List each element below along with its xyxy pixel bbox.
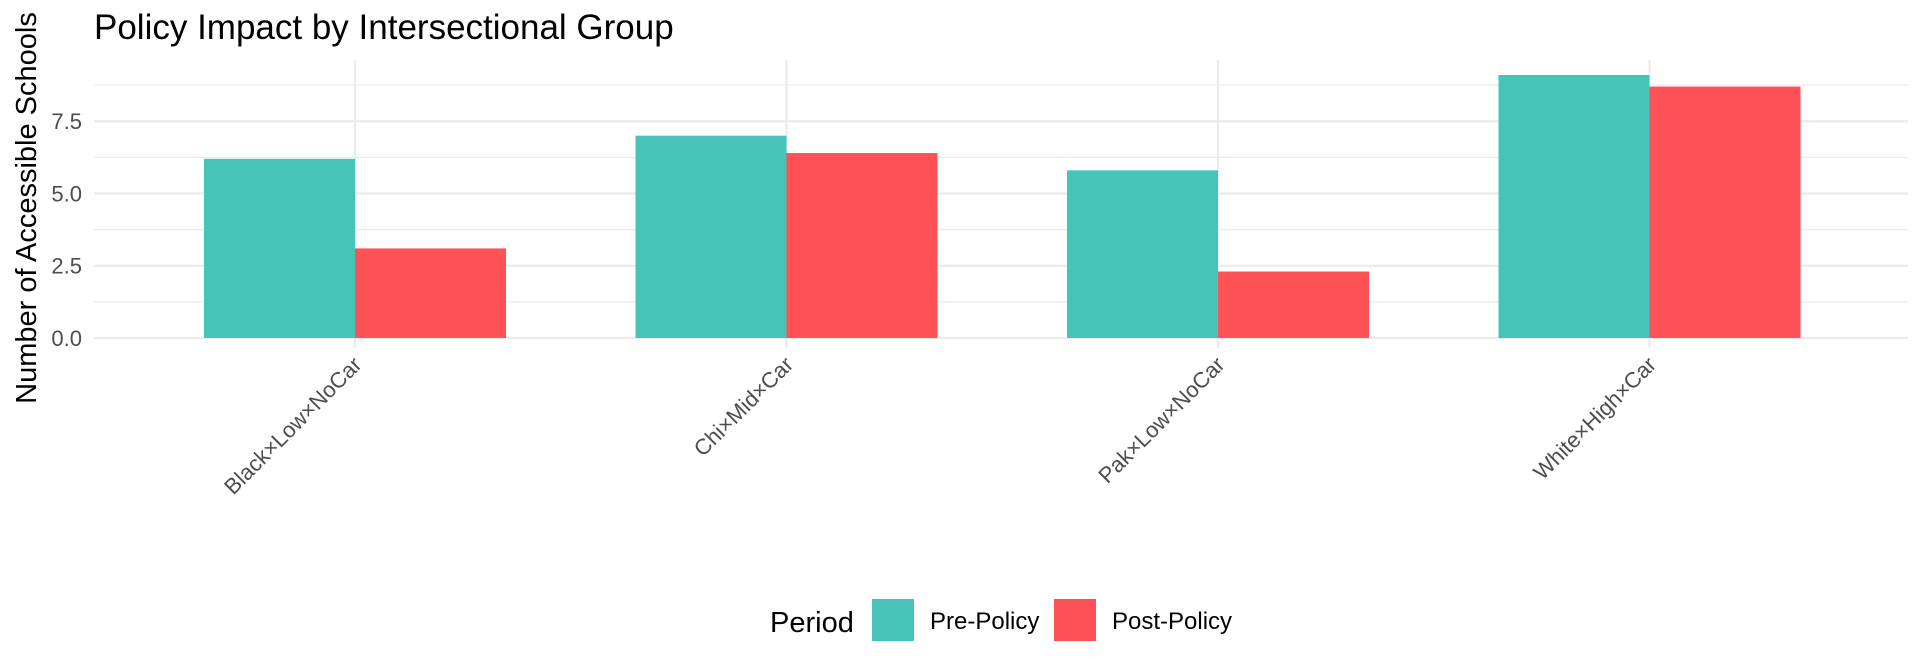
bar-pre-policy-pak-low-nocar <box>1067 170 1218 338</box>
bar-post-policy-pak-low-nocar <box>1218 271 1369 338</box>
y-tick-label: 5.0 <box>51 181 82 206</box>
legend-swatch-pre-policy <box>872 599 914 641</box>
y-axis-title: Number of Accessible Schools <box>11 12 43 404</box>
legend-items: Pre-Policy Post-Policy <box>872 599 1232 641</box>
bar-pre-policy-white-high-car <box>1498 75 1650 338</box>
x-axis-ticks: Black×Low×NoCar Chi×Mid×Car Pak×Low×NoCar W… <box>219 352 1661 499</box>
x-tick-label: Black×Low×NoCar <box>219 352 366 499</box>
legend-swatch-post-policy <box>1054 599 1096 641</box>
x-tick-label: Pak×Low×NoCar <box>1093 352 1229 488</box>
x-tick-label: Chi×Mid×Car <box>689 352 798 461</box>
legend-label-post-policy: Post-Policy <box>1112 608 1232 635</box>
legend: Period Pre-Policy Post-Policy <box>770 599 1232 641</box>
legend-title: Period <box>770 607 854 639</box>
bar-post-policy-black-low-nocar <box>355 248 506 338</box>
y-tick-label: 2.5 <box>51 254 82 279</box>
bars <box>204 75 1801 338</box>
y-tick-label: 0.0 <box>51 326 82 351</box>
y-axis-ticks: 0.0 2.5 5.0 7.5 <box>51 109 82 351</box>
chart-title: Policy Impact by Intersectional Group <box>94 8 674 47</box>
legend-label-pre-policy: Pre-Policy <box>930 608 1039 635</box>
bar-post-policy-chi-mid-car <box>786 153 938 338</box>
bar-post-policy-white-high-car <box>1649 86 1801 338</box>
bar-pre-policy-chi-mid-car <box>635 135 787 338</box>
y-tick-label: 7.5 <box>51 109 82 134</box>
x-tick-label: White×High×Car <box>1528 352 1661 485</box>
bar-pre-policy-black-low-nocar <box>204 158 355 338</box>
